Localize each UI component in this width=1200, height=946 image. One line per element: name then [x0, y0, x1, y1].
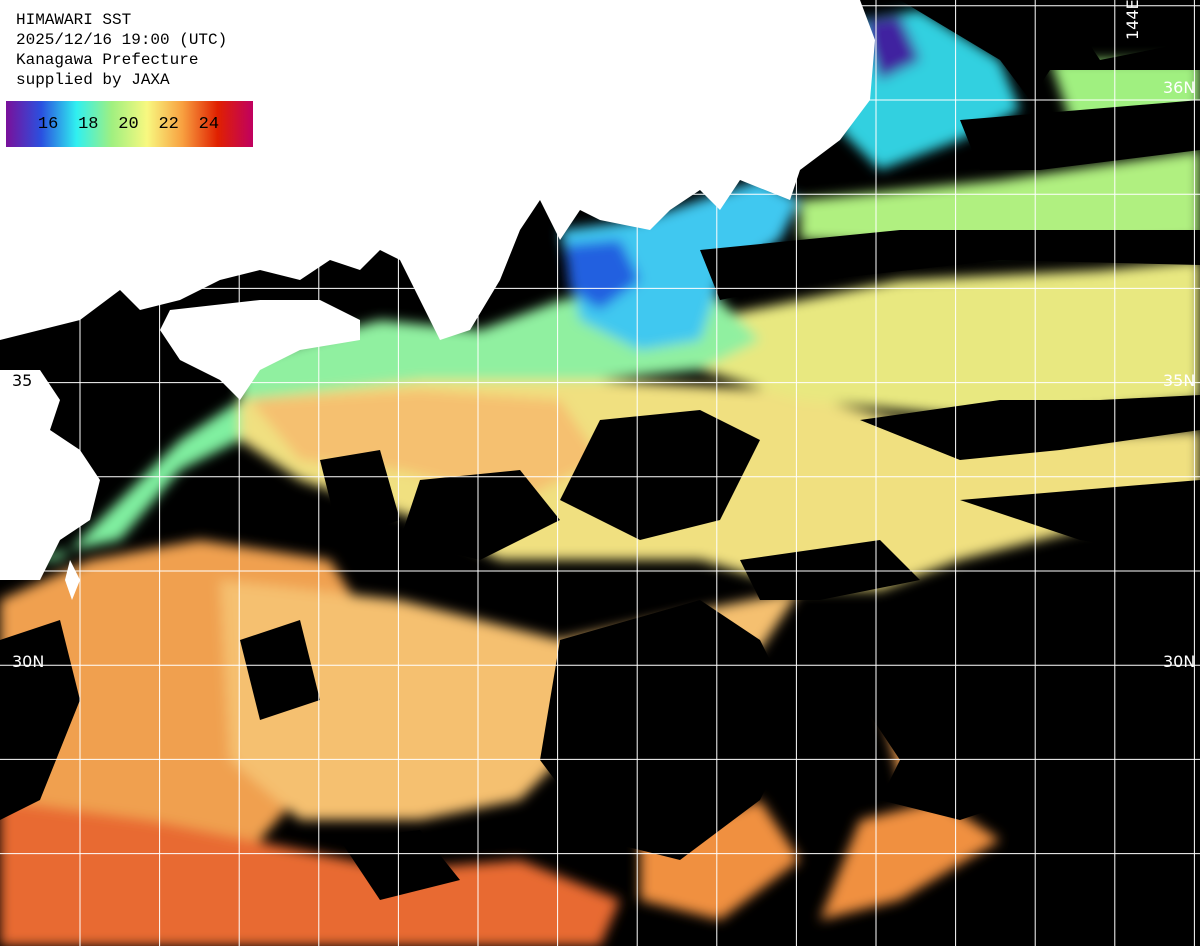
cloud: [740, 540, 920, 600]
sst-boso-deep: [865, 15, 920, 80]
title-line: HIMAWARI SST: [16, 11, 132, 29]
timestamp-line: 2025/12/16 19:00 (UTC): [16, 31, 228, 49]
cloud: [0, 620, 80, 820]
provider-line: Kanagawa Prefecture: [16, 51, 199, 69]
cloud: [560, 410, 760, 540]
cloud: [960, 480, 1200, 560]
land-island: [65, 560, 80, 600]
land-kyushu: [0, 370, 100, 580]
cloud: [700, 230, 1200, 300]
lat-label-30n-left: 30N: [12, 652, 45, 671]
cloud: [340, 830, 460, 900]
cloud: [400, 470, 560, 560]
lat-label-36n: 36N: [1163, 78, 1196, 97]
lon-label-144e: 144E: [1123, 0, 1142, 40]
sst-warm-south: [0, 800, 620, 946]
cloud: [240, 620, 320, 720]
lat-label-35n: 35N: [1163, 371, 1196, 390]
temperature-colorbar: 16 18 20 22 24: [6, 101, 253, 147]
colorbar-label: 24: [198, 114, 220, 134]
cloud: [960, 100, 1200, 170]
sst-southeast-streak: [820, 800, 1000, 920]
supplier-line: supplied by JAXA: [16, 71, 170, 89]
lat-label-35-left: 35: [12, 371, 33, 390]
lat-label-30n-right: 30N: [1163, 652, 1196, 671]
lon-label-136e: 136E: [476, 0, 495, 40]
sst-sagami-deep: [565, 240, 640, 310]
info-box: HIMAWARI SST 2025/12/16 19:00 (UTC) Kana…: [6, 6, 290, 92]
sst-east-band: [700, 260, 1200, 420]
colorbar-label: 16: [37, 114, 59, 134]
sst-east-green: [800, 150, 1200, 250]
cloud: [320, 450, 400, 540]
colorbar-label: 20: [118, 114, 139, 134]
colorbar-label: 18: [78, 114, 99, 134]
cloud: [900, 0, 1200, 100]
land-shikoku: [160, 300, 360, 400]
sst-kyushu-green: [20, 400, 240, 560]
cloud: [820, 560, 1200, 946]
colorbar-label: 22: [158, 114, 179, 134]
